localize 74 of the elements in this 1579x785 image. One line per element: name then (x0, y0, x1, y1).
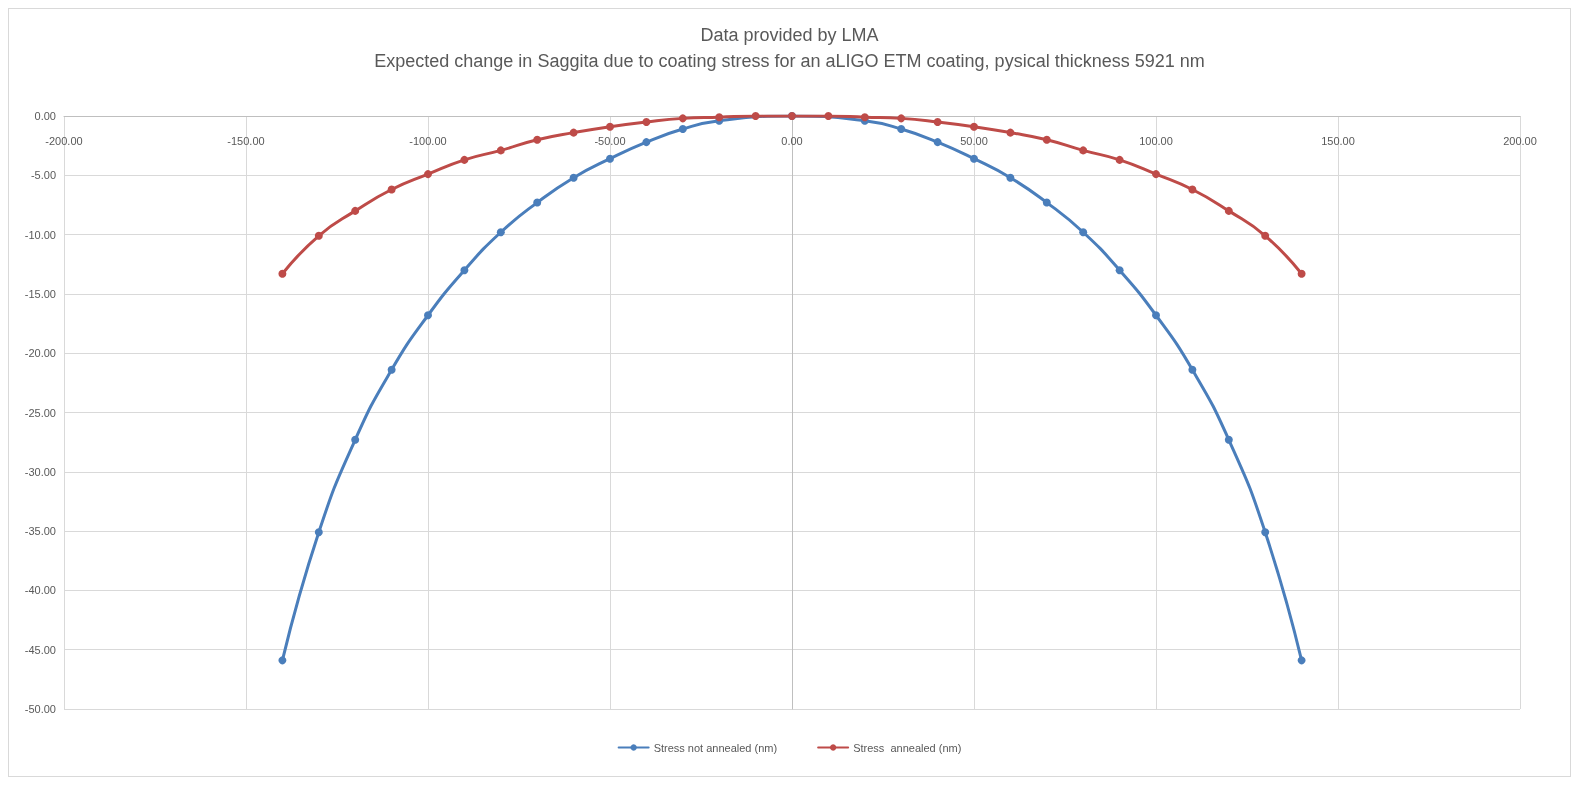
point (1042, 198, 1051, 207)
point (1079, 146, 1088, 155)
point (533, 198, 542, 207)
point (1261, 528, 1270, 537)
y-tick-label: -40.00 (24, 584, 56, 597)
point (1042, 135, 1051, 144)
point (424, 170, 432, 179)
point (496, 228, 505, 237)
x-tick-label: 100.00 (1139, 134, 1173, 147)
point (1006, 128, 1015, 137)
point (970, 122, 978, 131)
x-tick-label: -50.00 (594, 134, 626, 147)
y-tick-label: -10.00 (24, 228, 56, 241)
x-tick-label: -200.00 (45, 134, 83, 147)
x-tick-label: 50.00 (960, 134, 988, 147)
point (314, 231, 323, 240)
point (424, 311, 432, 320)
point (351, 206, 360, 215)
x-tick-label: 0.00 (781, 134, 803, 147)
point (933, 117, 942, 126)
point (460, 266, 469, 275)
legend-label: Stress not annealed (nm) (653, 741, 778, 754)
y-tick-label: -50.00 (24, 703, 56, 715)
point (1224, 435, 1233, 444)
point (1188, 365, 1197, 374)
point (824, 112, 833, 120)
point (678, 114, 687, 123)
point (1297, 269, 1306, 278)
point (1152, 170, 1160, 179)
y-tick-label: 0.00 (34, 110, 56, 122)
point (606, 154, 614, 163)
point (642, 117, 651, 126)
point (460, 155, 469, 164)
y-tick-label: -15.00 (24, 287, 56, 300)
point (897, 114, 906, 123)
point (569, 173, 578, 182)
point (278, 269, 287, 278)
point (387, 365, 396, 374)
point (351, 435, 360, 444)
point (1079, 228, 1088, 237)
point (678, 125, 687, 134)
point (569, 128, 578, 137)
point (1297, 656, 1306, 665)
x-tick-label: -100.00 (409, 134, 447, 147)
x-tick-label: -150.00 (227, 134, 265, 147)
y-tick-label: -35.00 (24, 525, 56, 538)
point (642, 138, 651, 147)
chart-subtitle: Expected change in Saggita due to coating stress for an aLIGO ETM coating, pysical thickness 5921 nm (374, 51, 1205, 71)
point (278, 656, 287, 665)
chart-title: Data provided by LMA (700, 25, 879, 45)
x-tick-label: 150.00 (1321, 134, 1355, 147)
point (1006, 173, 1015, 182)
point (314, 528, 323, 537)
point (387, 185, 396, 194)
point (897, 125, 906, 134)
legend-label: Stress annealed (nm) (853, 741, 962, 754)
point (1188, 185, 1197, 194)
point (1115, 155, 1124, 164)
y-tick-label: -20.00 (24, 347, 56, 360)
y-tick-label: -5.00 (30, 169, 56, 182)
point (970, 154, 978, 163)
point (533, 135, 542, 144)
point (496, 146, 505, 155)
y-tick-label: -25.00 (24, 406, 56, 419)
point (1152, 311, 1160, 320)
y-tick-label: -30.00 (24, 465, 56, 478)
point (1115, 266, 1124, 275)
point (751, 112, 760, 120)
point (606, 122, 614, 131)
point (1261, 231, 1270, 240)
y-tick-label: -45.00 (24, 643, 56, 656)
x-tick-label: 200.00 (1503, 134, 1537, 147)
point (1224, 206, 1233, 215)
point (933, 138, 942, 147)
